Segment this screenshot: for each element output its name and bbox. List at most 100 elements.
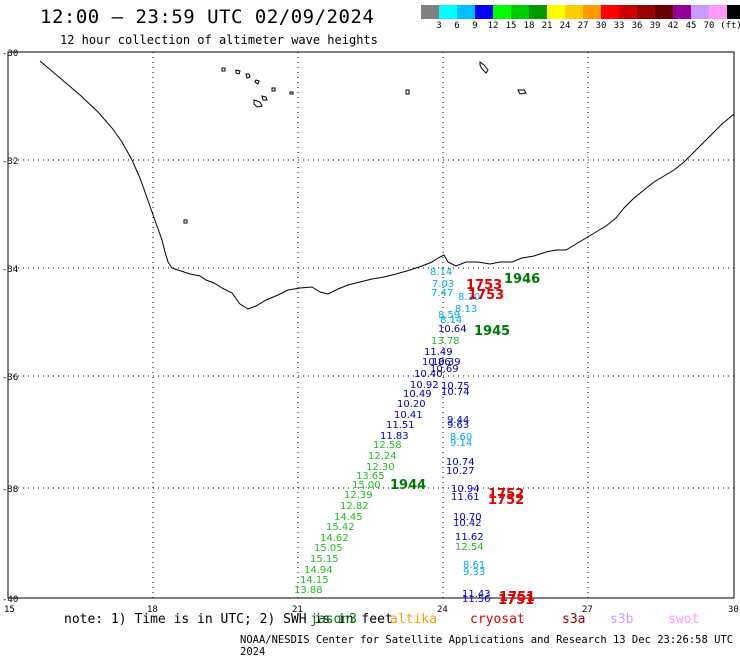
wave-height-label: 10.86 — [422, 357, 451, 368]
color-scale-swatch — [565, 5, 583, 19]
wave-height-label: 9.33 — [463, 567, 485, 578]
wave-height-label: 7.03 — [432, 279, 454, 290]
pass-time-label: 1752 — [488, 487, 524, 502]
pass-time-label: 1944 — [390, 478, 426, 493]
wave-height-label: 12.39 — [344, 490, 373, 501]
lon-label: 15 — [4, 605, 15, 615]
color-scale-label: 33 — [613, 21, 625, 31]
wave-height-label: 9.14 — [450, 438, 472, 449]
satellite-legend-altika: altika — [390, 612, 437, 627]
color-scale-label: 9 — [472, 21, 478, 31]
color-scale-swatch — [457, 5, 475, 19]
color-scale-swatch — [727, 5, 740, 19]
wave-height-label: 12.30 — [366, 462, 395, 473]
footer-credit: NOAA/NESDIS Center for Satellite Applica… — [240, 634, 734, 658]
color-scale-swatch — [601, 5, 619, 19]
satellite-legend-cryosat: cryosat — [470, 612, 525, 627]
wave-height-label: 8.60 — [450, 432, 472, 443]
color-scale-label: 21 — [541, 21, 553, 31]
wave-height-label: 15.15 — [310, 554, 339, 565]
lon-label: 27 — [582, 605, 593, 615]
color-scale-swatch — [421, 5, 439, 19]
wave-height-label: 10.27 — [446, 466, 475, 477]
wave-height-label: 10.74 — [441, 387, 470, 398]
lon-label: 21 — [292, 605, 303, 615]
wave-height-label: 12.24 — [368, 451, 397, 462]
coastline — [39, 60, 735, 310]
lat-label: -32 — [2, 157, 18, 167]
color-scale-swatch — [439, 5, 457, 19]
color-scale-label: 18 — [523, 21, 535, 31]
color-scale-bar — [421, 5, 740, 19]
wave-height-label: 10.64 — [438, 324, 467, 335]
map-frame — [7, 51, 735, 599]
color-scale-swatch — [637, 5, 655, 19]
wave-height-label: 9.63 — [447, 420, 469, 431]
wave-height-label: 10.41 — [394, 410, 423, 421]
pass-time-label: 1946 — [504, 272, 540, 287]
altimeter-tracks: 10.7510.749.449.6310.7410.2710.9411.6110… — [294, 267, 540, 608]
lat-label: -34 — [2, 265, 18, 275]
lon-label: 18 — [147, 605, 158, 615]
wave-height-label: 10.94 — [451, 484, 480, 495]
wave-height-label: 11.51 — [386, 420, 415, 431]
wave-height-label: 10.92 — [410, 380, 439, 391]
lat-label: -40 — [2, 595, 18, 605]
wave-height-label: 11.83 — [380, 431, 409, 442]
wave-height-label: 8.61 — [463, 560, 485, 571]
wave-height-label: 15.42 — [326, 522, 355, 533]
pass-time-label: 1753 — [466, 278, 502, 293]
map-grid — [8, 52, 734, 598]
wave-height-label: 11.56 — [462, 594, 491, 605]
color-scale-swatch — [529, 5, 547, 19]
pass-time-label: 1752 — [488, 493, 524, 508]
wave-height-label: 7.47 — [431, 288, 453, 299]
pass-time-label: 1751 — [498, 593, 534, 608]
color-scale-swatch — [547, 5, 565, 19]
color-scale-swatch — [583, 5, 601, 19]
wave-height-label: 10.40 — [414, 369, 443, 380]
wave-height-label: 8.30 — [458, 292, 480, 303]
pass-time-label: 1945 — [474, 324, 510, 339]
wave-height-label: 8.14 — [440, 315, 462, 326]
wave-height-label: 13.65 — [356, 471, 385, 482]
wave-height-label: 11.62 — [455, 532, 484, 543]
color-scale-label: 12 — [487, 21, 499, 31]
lon-label: 24 — [437, 605, 448, 615]
wave-height-label: 9.44 — [447, 415, 469, 426]
pass-time-label: 1751 — [499, 590, 535, 605]
wave-height-label: 14.62 — [320, 533, 349, 544]
satellite-legend-s3a: s3a — [562, 612, 586, 627]
color-scale-swatch — [709, 5, 727, 19]
wave-height-label: 13.88 — [294, 585, 323, 596]
color-scale-label: 39 — [649, 21, 661, 31]
color-scale-label: (ft) — [720, 21, 740, 31]
wave-height-label: 15.05 — [314, 543, 343, 554]
lat-label: -30 — [2, 49, 18, 59]
color-scale-label: 36 — [631, 21, 643, 31]
color-scale-swatch — [691, 5, 709, 19]
wave-height-label: 10.69 — [430, 364, 459, 375]
wave-height-label: 10.42 — [453, 518, 482, 529]
lon-label: 30 — [728, 605, 739, 615]
wave-height-label: 12.82 — [340, 501, 369, 512]
lat-label: -38 — [2, 485, 18, 495]
satellite-legend-jason3: jason3 — [310, 612, 357, 627]
wave-height-label: 13.78 — [431, 336, 460, 347]
wave-height-label: 11.43 — [462, 589, 491, 600]
pass-time-label: 1753 — [468, 288, 504, 303]
color-scale-swatch — [655, 5, 673, 19]
page-subtitle: 12 hour collection of altimeter wave hei… — [60, 33, 378, 47]
wave-height-label: 10.75 — [441, 381, 470, 392]
wave-height-label: 12.58 — [373, 440, 402, 451]
color-scale-label: 30 — [595, 21, 607, 31]
wave-height-label: 10.70 — [453, 512, 482, 523]
color-scale-label: 6 — [454, 21, 460, 31]
color-scale-label: 45 — [685, 21, 697, 31]
page-title: 12:00 — 23:59 UTC 02/09/2024 — [40, 6, 375, 28]
color-scale-label: 27 — [577, 21, 589, 31]
color-scale-label: 3 — [436, 21, 442, 31]
color-scale-label: 70 — [703, 21, 715, 31]
color-scale-swatch — [673, 5, 691, 19]
